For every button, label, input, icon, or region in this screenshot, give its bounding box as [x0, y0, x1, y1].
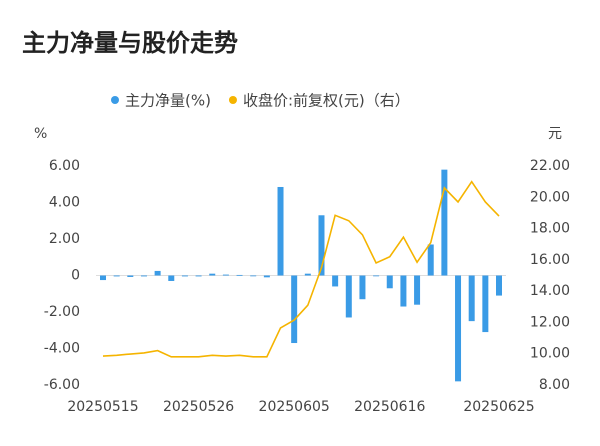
bar [250, 275, 257, 277]
y-tick-label: 0 [71, 268, 80, 284]
bar [496, 275, 502, 296]
bar [482, 275, 489, 333]
bar [140, 275, 147, 277]
bar [332, 275, 339, 287]
legend-marker [111, 96, 119, 104]
x-tick-label: 20250605 [259, 399, 330, 415]
bar [291, 275, 298, 344]
bar [209, 273, 216, 276]
bar [455, 275, 462, 382]
bar [386, 275, 393, 289]
legend-label: 主力净量(%) [125, 92, 211, 110]
bar [359, 275, 366, 300]
y2-tick-label: 12.00 [530, 314, 570, 330]
legend-label: 收盘价:前复权(元)（右） [243, 92, 410, 110]
y2-tick-label: 22.00 [530, 158, 570, 174]
bar [100, 275, 106, 281]
y-tick-label: -4.00 [44, 341, 80, 357]
y-tick-label: -6.00 [44, 377, 80, 393]
bar [427, 244, 434, 276]
bar [222, 274, 229, 276]
bar [168, 275, 175, 281]
x-tick-label: 20250616 [354, 399, 425, 415]
bar [414, 275, 421, 305]
bar [304, 273, 311, 276]
bar [318, 215, 325, 276]
bar [236, 274, 243, 276]
y2-axis-label: 元 [548, 126, 562, 142]
bar [263, 275, 270, 278]
bar [373, 275, 380, 277]
bar [468, 275, 475, 322]
y-axis-label: % [34, 126, 47, 142]
bar [195, 275, 202, 277]
bar [181, 275, 188, 277]
y2-tick-label: 18.00 [530, 221, 570, 237]
y2-tick-label: 16.00 [530, 252, 570, 268]
bar [154, 270, 161, 276]
bar [441, 169, 448, 276]
bar [127, 275, 134, 277]
x-tick-label: 20250625 [463, 399, 534, 415]
y2-tick-label: 8.00 [539, 377, 570, 393]
x-tick-label: 20250515 [67, 399, 138, 415]
y-tick-label: -2.00 [44, 304, 80, 320]
y2-tick-label: 20.00 [530, 189, 570, 205]
y2-tick-label: 14.00 [530, 283, 570, 299]
bar [113, 275, 120, 277]
x-tick-label: 20250526 [163, 399, 234, 415]
line [102, 180, 500, 358]
y-tick-label: 6.00 [49, 158, 80, 174]
chart-title: 主力净量与股价走势 [22, 29, 238, 57]
bar [277, 186, 284, 276]
y2-tick-label: 10.00 [530, 346, 570, 362]
legend-marker [228, 96, 237, 104]
y-tick-label: 2.00 [49, 231, 80, 247]
y-tick-label: 4.00 [49, 195, 80, 211]
bar [400, 275, 407, 307]
bar [345, 275, 352, 318]
